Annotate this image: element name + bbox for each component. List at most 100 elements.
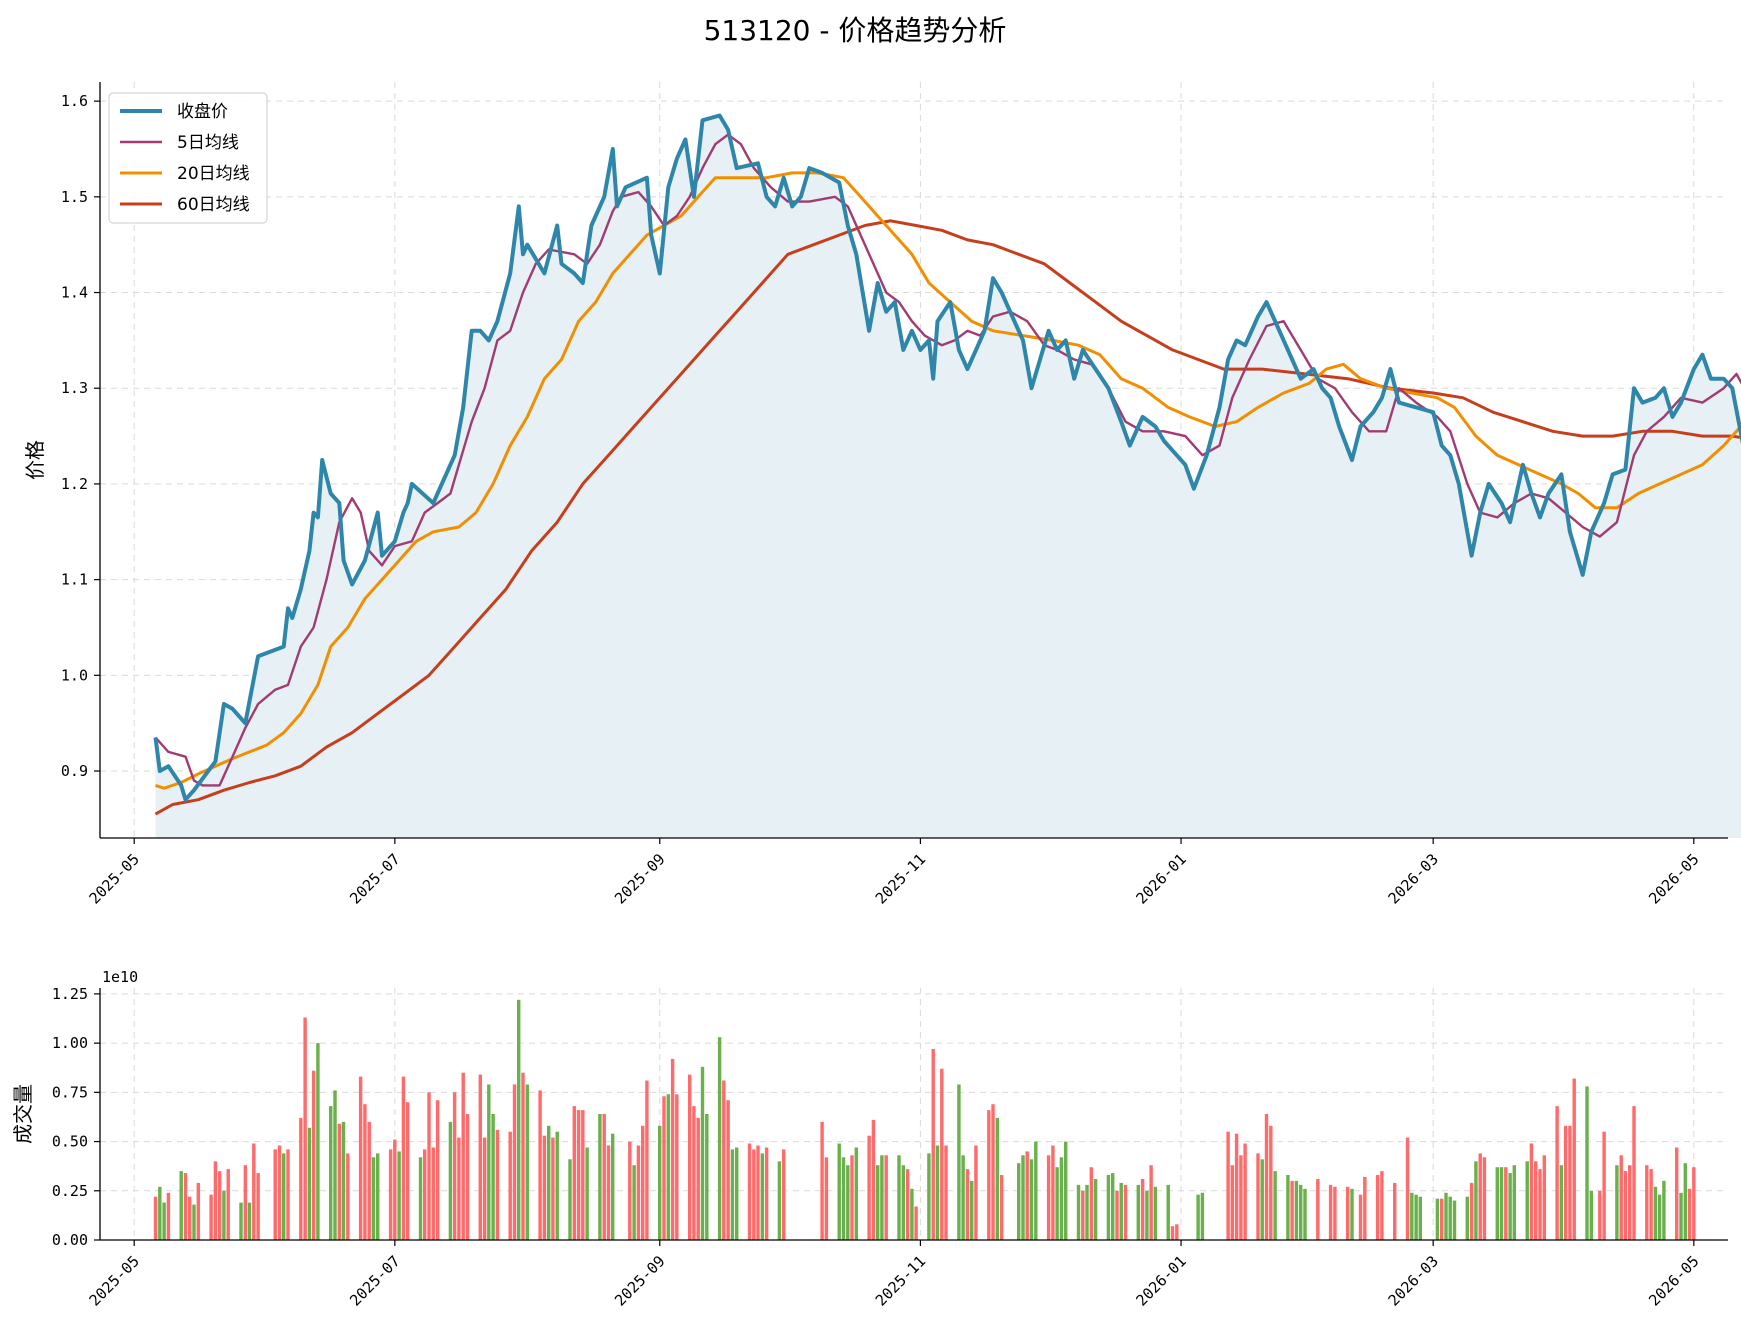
volume-bar: [1029, 1159, 1034, 1240]
volume-bar: [995, 1117, 1000, 1240]
price-x-tick-label: 2026-03: [1385, 850, 1442, 907]
volume-bar: [606, 1145, 611, 1240]
volume-bar: [542, 1135, 547, 1240]
volume-bar: [1585, 1086, 1589, 1240]
volume-bar: [1653, 1186, 1658, 1240]
volume-bar: [521, 1072, 525, 1240]
volume-bar: [457, 1137, 461, 1240]
volume-bar: [1410, 1192, 1414, 1241]
volume-bar: [358, 1076, 363, 1240]
legend-box: [108, 92, 268, 224]
volume-bar: [602, 1114, 606, 1240]
volume-bar: [1234, 1133, 1239, 1240]
volume-bar: [217, 1171, 222, 1240]
volume-bar: [1106, 1175, 1111, 1240]
volume-bar: [303, 1017, 307, 1240]
volume-bar: [905, 1169, 910, 1240]
volume-bar: [1081, 1190, 1085, 1240]
volume-y-tick-label: 0.00: [52, 1231, 88, 1249]
volume-bar: [1512, 1165, 1517, 1240]
volume-bar: [581, 1110, 585, 1240]
volume-bar: [1452, 1200, 1457, 1240]
volume-bar: [850, 1155, 854, 1240]
legend-label: 20日均线: [177, 164, 250, 184]
volume-x-tick-label: 2026-03: [1385, 1252, 1442, 1309]
volume-bar: [495, 1129, 500, 1241]
volume-bar: [700, 1066, 705, 1241]
volume-bar: [1414, 1194, 1418, 1240]
volume-bar: [188, 1196, 192, 1240]
volume-x-tick-label: 2025-05: [86, 1252, 143, 1309]
volume-bar: [226, 1169, 230, 1240]
volume-bar: [363, 1104, 367, 1240]
volume-bar: [273, 1149, 277, 1240]
volume-exponent-label: 1e10: [102, 968, 138, 986]
volume-bar: [1405, 1137, 1410, 1240]
volume-bar: [1568, 1125, 1572, 1240]
volume-bar: [1115, 1190, 1119, 1240]
volume-bar: [1465, 1196, 1470, 1240]
volume-y-tick-label: 0.75: [52, 1083, 88, 1101]
volume-bar: [1303, 1188, 1307, 1240]
volume-bar: [431, 1147, 436, 1240]
volume-bar: [153, 1196, 158, 1240]
volume-bar: [696, 1117, 700, 1240]
volume-bar: [705, 1114, 709, 1240]
volume-bar: [1145, 1190, 1149, 1240]
volume-bar: [692, 1106, 696, 1240]
volume-bar: [1025, 1151, 1029, 1240]
volume-bar: [675, 1094, 679, 1240]
volume-bar: [1619, 1155, 1623, 1240]
volume-bar: [756, 1145, 760, 1240]
close-price-fill-area: [155, 115, 1741, 838]
volume-bar: [1435, 1198, 1440, 1240]
volume-bar: [1034, 1141, 1038, 1240]
volume-bar: [517, 999, 521, 1240]
legend-label: 收盘价: [177, 102, 228, 122]
volume-bar: [897, 1155, 901, 1240]
volume-y-axis-label: 成交量: [11, 1084, 35, 1144]
volume-bar: [914, 1206, 918, 1240]
volume-bar: [726, 1100, 730, 1240]
volume-bar: [512, 1084, 517, 1240]
volume-bar: [158, 1186, 162, 1240]
volume-bar: [1589, 1190, 1594, 1240]
volume-bar: [1683, 1163, 1688, 1240]
volume-bar: [307, 1127, 312, 1240]
volume-bar: [452, 1092, 457, 1240]
volume-bar: [764, 1147, 769, 1240]
volume-bar: [1017, 1163, 1021, 1240]
volume-bar: [910, 1188, 914, 1240]
volume-bar: [192, 1204, 196, 1240]
volume-x-tick-label: 2025-11: [872, 1252, 929, 1309]
volume-bar: [1055, 1167, 1059, 1240]
volume-x-tick-label: 2025-09: [611, 1252, 668, 1309]
volume-bar: [1046, 1155, 1051, 1240]
legend-label: 5日均线: [177, 133, 239, 153]
volume-bar: [880, 1155, 884, 1240]
volume-bar: [1559, 1165, 1564, 1240]
volume-bar: [1363, 1177, 1367, 1240]
volume-bar: [636, 1145, 641, 1240]
volume-bar: [1448, 1196, 1452, 1240]
volume-bar: [824, 1157, 829, 1240]
volume-bar: [568, 1159, 572, 1240]
volume-bar: [752, 1149, 756, 1240]
volume-bar: [1260, 1159, 1264, 1240]
volume-bar: [401, 1076, 406, 1240]
volume-x-tick-label: 2026-05: [1645, 1252, 1702, 1309]
volume-bar: [628, 1141, 632, 1240]
volume-bar: [965, 1169, 970, 1240]
volume-bar: [1508, 1173, 1512, 1240]
volume-bar: [1469, 1182, 1474, 1240]
volume-bar: [987, 1110, 991, 1240]
volume-bar: [1542, 1155, 1547, 1240]
volume-bar: [1333, 1186, 1337, 1240]
volume-bar: [1358, 1194, 1363, 1240]
volume-bar: [837, 1143, 841, 1240]
price-y-tick-label: 1.1: [61, 571, 88, 589]
volume-bar: [1375, 1175, 1380, 1240]
volume-bar: [183, 1173, 188, 1240]
volume-bar: [1504, 1167, 1508, 1240]
volume-bar: [465, 1114, 470, 1240]
